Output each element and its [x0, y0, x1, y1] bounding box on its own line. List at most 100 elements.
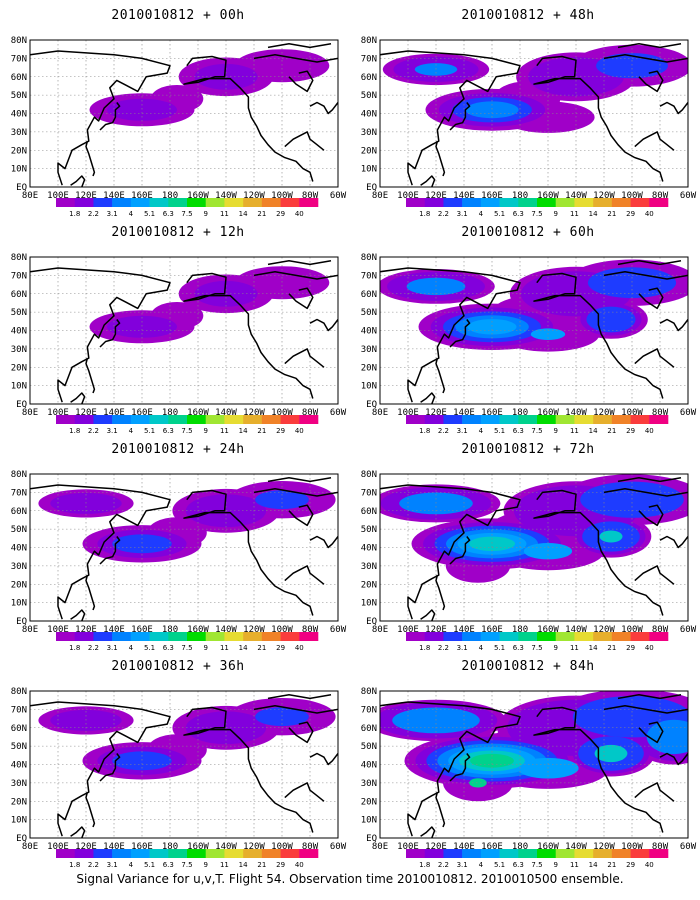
colorbar-label: 3.1 [457, 644, 468, 652]
colorbar-label: 11 [570, 210, 579, 218]
map-plot: EQ 10N 20N 30N 40N 50N 60N 70N 80N 80E 100E 120E 140… [11, 36, 347, 218]
lon-label: 120E [75, 408, 97, 418]
lat-label: 30N [11, 562, 27, 572]
colorbar: 1.8 2.2 3.1 4 5.1 6.3 7.5 9 11 14 21 29 40 [56, 632, 319, 652]
colorbar-label: 11 [570, 644, 579, 652]
colorbar-label: 4 [129, 861, 134, 869]
colorbar-swatch [555, 849, 575, 858]
colorbar-label: 9 [203, 210, 207, 218]
variance-field [380, 474, 688, 583]
lat-label: EQ [16, 617, 27, 627]
colorbar-swatch [187, 198, 207, 207]
colorbar-label: 5.1 [494, 427, 505, 435]
lon-label: 80E [372, 625, 388, 635]
coastlines [30, 42, 338, 187]
colorbar-label: 40 [645, 861, 654, 869]
colorbar-label: 4 [479, 861, 484, 869]
colorbar-swatch [611, 632, 631, 641]
colorbar-label: 7.5 [531, 644, 542, 652]
colorbar-label: 6.3 [163, 861, 174, 869]
lon-label: 140W [565, 408, 587, 418]
map-plot: EQ 10N 20N 30N 40N 50N 60N 70N 80N 80E 100E 120E 140… [361, 687, 697, 869]
colorbar-swatch [93, 415, 113, 424]
colorbar-swatch [480, 849, 500, 858]
variance-contour [107, 315, 177, 338]
lon-label: 60W [680, 842, 697, 852]
colorbar-swatch [518, 849, 538, 858]
colorbar-label: 5.1 [494, 861, 505, 869]
lat-label: 40N [11, 761, 27, 771]
colorbar-label: 9 [553, 427, 557, 435]
variance-contour [465, 101, 519, 119]
colorbar-label: 2.2 [88, 210, 99, 218]
colorbar-swatch [261, 198, 281, 207]
colorbar-label: 9 [203, 644, 207, 652]
colorbar-label: 4 [129, 427, 134, 435]
map-panel: 2010010812 + 12h EQ 10N 20N 30N 40N 50N 60N 70N 8… [8, 225, 348, 443]
colorbar-swatch [574, 849, 594, 858]
colorbar-swatch [243, 849, 263, 858]
colorbar-label: 11 [570, 861, 579, 869]
lat-label: 20N [11, 580, 27, 590]
colorbar-swatch [611, 415, 631, 424]
colorbar-swatch [205, 849, 225, 858]
lat-label: 30N [11, 345, 27, 355]
panel-title: 2010010812 + 60h [461, 225, 595, 240]
colorbar-swatch [93, 849, 113, 858]
gridlines [380, 474, 688, 621]
lon-label: 100E [397, 408, 419, 418]
colorbar-swatch [205, 198, 225, 207]
lon-label: 60W [680, 408, 697, 418]
coastlines [30, 693, 338, 838]
lon-label: 80E [22, 625, 38, 635]
colorbar-label: 6.3 [513, 644, 524, 652]
variance-contour [107, 98, 177, 121]
colorbar-label: 5.1 [494, 210, 505, 218]
colorbar-label: 3.1 [457, 861, 468, 869]
lat-label: 10N [361, 165, 377, 175]
lat-label: 20N [361, 580, 377, 590]
lat-label: 70N [361, 488, 377, 498]
colorbar: 1.8 2.2 3.1 4 5.1 6.3 7.5 9 11 14 21 29 40 [406, 198, 669, 218]
lat-label: 20N [361, 363, 377, 373]
lon-label: 160E [481, 625, 503, 635]
lon-label: 140W [565, 842, 587, 852]
colorbar-label: 1.8 [69, 861, 80, 869]
colorbar-label: 29 [276, 210, 285, 218]
variance-field [380, 691, 688, 802]
map-frame [379, 473, 689, 622]
lat-label: 80N [11, 687, 27, 697]
lat-label: 20N [361, 797, 377, 807]
colorbar-swatch [424, 198, 444, 207]
map-panel: 2010010812 + 48h EQ 10N 20N 30N 40N 50N 60N 70N 8… [358, 8, 698, 226]
colorbar-swatch [224, 849, 244, 858]
colorbar-swatch [56, 198, 76, 207]
lat-label: 10N [361, 816, 377, 826]
colorbar-label: 29 [626, 427, 635, 435]
lon-label: 60W [680, 625, 697, 635]
lon-label: 120W [593, 408, 615, 418]
colorbar-swatch [518, 198, 538, 207]
colorbar-swatch [593, 849, 613, 858]
map-plot: EQ 10N 20N 30N 40N 50N 60N 70N 80N 80E 100E 120E 140… [361, 253, 697, 435]
lon-label: 160E [131, 842, 153, 852]
colorbar-swatch [406, 849, 426, 858]
lat-label: 70N [11, 488, 27, 498]
map-frame [29, 256, 339, 405]
colorbar-label: 14 [589, 210, 598, 218]
colorbar-swatch [112, 198, 132, 207]
colorbar-label: 3.1 [107, 861, 118, 869]
colorbar-swatch [611, 849, 631, 858]
colorbar-label: 4 [479, 427, 484, 435]
lat-label: 60N [361, 507, 377, 517]
lon-label: 160W [187, 625, 209, 635]
colorbar-label: 29 [276, 861, 285, 869]
colorbar-label: 9 [553, 644, 557, 652]
colorbar-label: 11 [220, 210, 229, 218]
lat-label: 80N [11, 470, 27, 480]
variance-field [89, 266, 330, 344]
colorbar-swatch [462, 198, 482, 207]
colorbar-swatch [168, 632, 188, 641]
variance-contour [255, 490, 309, 510]
colorbar-label: 1.8 [69, 210, 80, 218]
